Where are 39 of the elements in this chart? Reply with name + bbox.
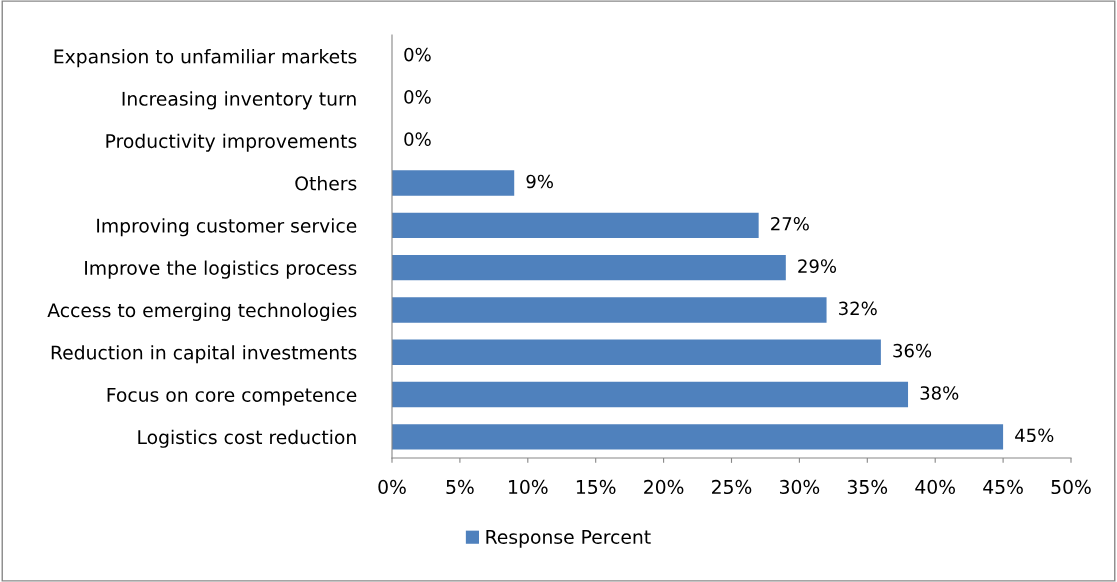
y-tick-label: Improving customer service bbox=[97, 218, 357, 237]
x-tick-label: 25% bbox=[712, 479, 752, 495]
x-tick-label: 35% bbox=[847, 479, 888, 495]
x-tick-label: 50% bbox=[1051, 479, 1091, 495]
data-label: 27% bbox=[771, 216, 809, 231]
y-tick-label: Others bbox=[295, 175, 357, 191]
y-tick-label: Logistics cost reduction bbox=[138, 429, 356, 448]
bar bbox=[392, 170, 515, 196]
y-tick-label: Increasing inventory turn bbox=[122, 91, 356, 110]
y-tick-label: Expansion to unfamiliar markets bbox=[54, 49, 357, 68]
data-label: 32% bbox=[839, 301, 877, 316]
data-label: 0% bbox=[404, 47, 431, 62]
data-label: 0% bbox=[404, 132, 431, 146]
legend-label: Response Percent bbox=[486, 530, 651, 548]
data-label: 0% bbox=[404, 90, 431, 104]
data-label: 29% bbox=[798, 259, 837, 273]
y-tick-label: Access to emerging technologies bbox=[47, 302, 357, 321]
x-tick-label: 40% bbox=[915, 479, 955, 495]
bar bbox=[392, 381, 909, 408]
x-tick-label: 20% bbox=[644, 479, 684, 495]
x-tick-label: 45% bbox=[983, 479, 1023, 495]
x-tick-label: 30% bbox=[779, 479, 820, 495]
y-tick-label: Focus on core competence bbox=[107, 388, 357, 406]
data-label: 45% bbox=[1015, 428, 1054, 443]
bar bbox=[392, 254, 786, 281]
data-label: 9% bbox=[526, 174, 553, 189]
data-label: 38% bbox=[920, 386, 959, 400]
y-tick-label: Reduction in capital investments bbox=[51, 345, 357, 364]
x-tick-label: 0% bbox=[378, 479, 406, 495]
x-tick-label: 15% bbox=[576, 479, 616, 495]
y-tick-label: Productivity improvements bbox=[106, 133, 357, 152]
bar bbox=[392, 424, 1004, 450]
data-label: 36% bbox=[893, 343, 932, 358]
bar bbox=[392, 297, 827, 323]
bar bbox=[392, 212, 759, 239]
x-tick-label: 5% bbox=[446, 479, 474, 495]
bar bbox=[392, 339, 881, 365]
y-tick-label: Improve the logistics process bbox=[85, 260, 357, 279]
x-tick-label: 10% bbox=[509, 479, 548, 495]
